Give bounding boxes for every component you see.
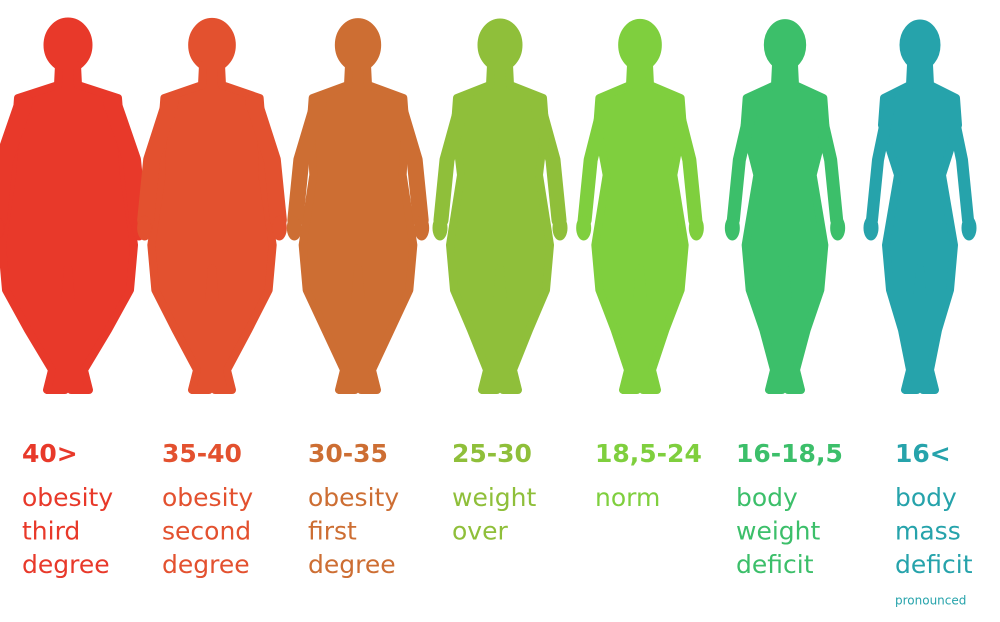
hand	[137, 215, 153, 241]
arm	[944, 96, 974, 226]
description: mass	[895, 517, 961, 546]
description: first	[308, 517, 357, 546]
range-label: 35-40	[162, 439, 242, 468]
hand	[552, 215, 568, 241]
description: third	[22, 517, 80, 546]
silhouette	[0, 17, 147, 394]
hand	[576, 215, 592, 241]
description: second	[162, 517, 251, 546]
arm	[577, 95, 613, 227]
range-label: 25-30	[452, 439, 532, 468]
description: obesity	[22, 483, 113, 512]
description: body	[736, 483, 798, 512]
range-label: 30-35	[308, 439, 388, 468]
arm	[287, 94, 327, 228]
hand	[830, 215, 846, 241]
arm	[103, 93, 147, 229]
body	[740, 61, 830, 394]
note: pronounced	[895, 594, 966, 608]
hand	[286, 215, 302, 241]
description: deficit	[895, 550, 973, 579]
hand	[0, 216, 5, 240]
description: obesity	[162, 483, 253, 512]
arm	[0, 93, 33, 229]
description: weight	[452, 483, 536, 512]
hand	[863, 215, 879, 241]
description: degree	[162, 550, 250, 579]
range-label: 16-18,5	[736, 439, 843, 468]
silhouette	[286, 18, 430, 394]
arm	[389, 94, 429, 228]
silhouette	[137, 17, 287, 394]
description: degree	[22, 550, 110, 579]
arm	[810, 95, 844, 227]
arm	[137, 93, 179, 229]
description: weight	[736, 517, 820, 546]
description: deficit	[736, 550, 814, 579]
hand	[432, 215, 448, 241]
silhouette	[576, 18, 704, 394]
arm	[667, 95, 703, 227]
silhouette	[863, 19, 977, 394]
arm	[433, 94, 471, 228]
silhouette	[432, 18, 568, 394]
hand	[414, 215, 430, 241]
description: body	[895, 483, 957, 512]
hand	[961, 215, 977, 241]
arm	[529, 94, 567, 228]
arm	[866, 96, 896, 226]
range-label: 16<	[895, 439, 951, 468]
description: norm	[595, 483, 660, 512]
arm	[245, 93, 287, 229]
description: obesity	[308, 483, 399, 512]
hand	[724, 215, 740, 241]
description: degree	[308, 550, 396, 579]
description: over	[452, 517, 508, 546]
silhouette	[724, 19, 846, 394]
hand	[688, 215, 704, 241]
range-label: 40>	[22, 439, 78, 468]
arm	[726, 95, 760, 227]
range-label: 18,5-24	[595, 439, 702, 468]
hand	[271, 215, 287, 241]
